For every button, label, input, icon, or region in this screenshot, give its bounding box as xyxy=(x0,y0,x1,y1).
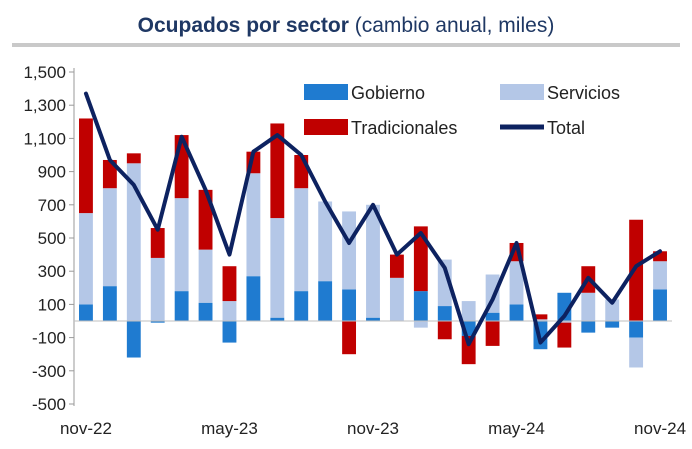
bar-gobierno-dic-22 xyxy=(102,286,117,321)
legend-swatch xyxy=(304,84,348,100)
bar-servicios-abr-23 xyxy=(198,249,213,303)
y-tick-label: 900 xyxy=(38,163,66,182)
y-tick-label: -300 xyxy=(32,362,66,381)
bar-gobierno-nov-24 xyxy=(653,289,667,321)
bar-gobierno-jun-23 xyxy=(246,276,261,321)
bar-servicios-oct-24 xyxy=(629,337,644,368)
bar-gobierno-mar-23 xyxy=(174,291,189,321)
bar-gobierno-nov-22 xyxy=(79,304,93,321)
x-tick-label: may-24 xyxy=(488,419,545,438)
y-tick-label: -500 xyxy=(32,395,66,414)
legend: Gobierno Servicios Tradicionales Total xyxy=(304,83,620,138)
bar-servicios-jun-23 xyxy=(246,173,261,277)
bar-tradicionales-feb-23 xyxy=(150,228,165,258)
y-tick-label: 500 xyxy=(38,229,66,248)
bar-tradicionales-abr-24 xyxy=(485,321,500,346)
bar-servicios-dic-23 xyxy=(389,277,404,321)
x-tick-label: may-23 xyxy=(201,419,258,438)
bar-tradicionales-ene-24 xyxy=(413,226,428,292)
bar-tradicionales-oct-23 xyxy=(342,321,357,355)
bar-servicios-ene-24 xyxy=(413,321,428,328)
bar-servicios-sep-24 xyxy=(605,299,620,321)
legend-item-tradicionales: Tradicionales xyxy=(304,118,457,138)
bar-servicios-ene-23 xyxy=(126,163,141,321)
bar-servicios-nov-24 xyxy=(653,261,667,290)
bar-servicios-ago-24 xyxy=(581,292,596,321)
bar-gobierno-ago-23 xyxy=(294,291,309,321)
bar-tradicionales-jun-24 xyxy=(533,314,548,320)
bar-servicios-sep-23 xyxy=(318,201,333,282)
bar-servicios-dic-22 xyxy=(102,188,117,287)
bar-gobierno-sep-23 xyxy=(318,281,333,321)
bar-tradicionales-feb-24 xyxy=(437,321,452,340)
bar-tradicionales-ene-23 xyxy=(126,153,141,164)
bar-servicios-jul-24 xyxy=(557,321,572,323)
y-tick-label: 700 xyxy=(38,196,66,215)
bar-gobierno-oct-24 xyxy=(629,321,644,338)
bar-gobierno-ago-24 xyxy=(581,321,596,333)
bar-servicios-mar-24 xyxy=(461,301,476,321)
x-tick-label: nov-23 xyxy=(347,419,399,438)
bar-tradicionales-ago-23 xyxy=(294,155,309,189)
y-tick-label: 100 xyxy=(38,295,66,314)
bar-tradicionales-jul-24 xyxy=(557,322,572,348)
legend-item-gobierno: Gobierno xyxy=(304,83,425,103)
bar-gobierno-nov-23 xyxy=(366,317,380,321)
bar-gobierno-feb-24 xyxy=(437,306,452,321)
bar-tradicionales-oct-24 xyxy=(629,219,644,321)
x-tick-label: nov-22 xyxy=(60,419,112,438)
y-tick-label: 1,100 xyxy=(23,129,66,148)
bar-tradicionales-dic-22 xyxy=(102,159,117,189)
y-tick-label: 300 xyxy=(38,262,66,281)
x-tick-label: nov-24 xyxy=(634,419,686,438)
bar-servicios-mar-23 xyxy=(174,198,189,292)
chart-title: Ocupados por sector (cambio anual, miles… xyxy=(0,14,692,38)
bar-servicios-oct-23 xyxy=(342,211,357,290)
y-tick-label: 1,300 xyxy=(23,96,66,115)
legend-item-total: Total xyxy=(500,118,585,138)
bar-servicios-jul-23 xyxy=(270,218,285,318)
axes-layer: 1,500 1,300 1,100 900 700 500 300 100 -100 -300 -5… xyxy=(23,63,686,438)
bar-tradicionales-mar-24 xyxy=(461,335,476,365)
bar-servicios-nov-22 xyxy=(79,213,93,305)
bar-servicios-ago-23 xyxy=(294,188,309,292)
bar-servicios-jun-24 xyxy=(533,319,548,321)
bar-gobierno-may-23 xyxy=(222,321,237,343)
bar-gobierno-abr-23 xyxy=(198,302,213,321)
bar-gobierno-feb-23 xyxy=(150,321,165,323)
bar-servicios-may-24 xyxy=(509,261,524,305)
title-rule xyxy=(12,43,680,47)
legend-item-servicios: Servicios xyxy=(500,83,620,103)
y-tick-label: 1,500 xyxy=(23,63,66,82)
line-layer xyxy=(83,91,663,347)
y-tick-label: -100 xyxy=(32,329,66,348)
bar-tradicionales-jul-23 xyxy=(270,123,285,219)
bar-gobierno-ene-23 xyxy=(126,321,141,358)
legend-label: Gobierno xyxy=(351,83,425,103)
bar-tradicionales-dic-23 xyxy=(389,254,404,278)
bar-gobierno-ene-24 xyxy=(413,291,428,321)
legend-swatch xyxy=(304,119,348,135)
bar-gobierno-sep-24 xyxy=(605,321,620,328)
bar-servicios-may-23 xyxy=(222,301,237,321)
chart-title-sub: (cambio anual, miles) xyxy=(354,14,555,37)
legend-swatch xyxy=(500,84,544,100)
bar-servicios-feb-24 xyxy=(437,259,452,307)
bar-tradicionales-nov-24 xyxy=(653,251,667,262)
bar-gobierno-jul-23 xyxy=(270,317,285,321)
chart-title-main: Ocupados por sector xyxy=(137,14,349,37)
bar-servicios-feb-23 xyxy=(150,257,165,321)
bar-tradicionales-nov-22 xyxy=(79,118,93,214)
legend-label: Servicios xyxy=(547,83,620,103)
bars-layer xyxy=(79,118,667,368)
bar-tradicionales-may-23 xyxy=(222,266,237,302)
bar-gobierno-abr-24 xyxy=(485,312,500,321)
bar-gobierno-oct-23 xyxy=(342,289,357,321)
bar-gobierno-may-24 xyxy=(509,304,524,321)
legend-label: Tradicionales xyxy=(351,118,457,138)
bar-servicios-nov-23 xyxy=(366,204,380,318)
legend-label: Total xyxy=(547,118,585,138)
